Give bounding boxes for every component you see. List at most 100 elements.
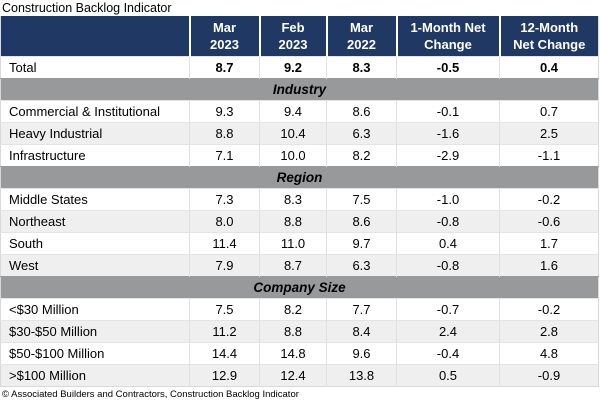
table-row: Heavy Industrial 8.8 10.4 6.3 -1.6 2.5: [0, 122, 599, 145]
cell-value: 2.5: [499, 122, 599, 145]
table-row: Total 8.7 9.2 8.3 -0.5 0.4: [0, 56, 599, 79]
row-label: Commercial & Institutional: [0, 100, 190, 123]
table-row: Middle States 7.3 8.3 7.5 -1.0 -0.2: [0, 188, 599, 211]
column-header: 1-Month Net Change: [395, 16, 500, 57]
cell-value: 0.4: [499, 56, 599, 79]
table-row: Northeast 8.0 8.8 8.6 -0.8 -0.6: [0, 210, 599, 233]
cell-value: 8.7: [189, 56, 260, 79]
row-label: Infrastructure: [0, 144, 190, 167]
table-row: >$100 Million 12.9 12.4 13.8 0.5 -0.9: [0, 364, 599, 387]
page-title: Construction Backlog Indicator: [2, 1, 172, 15]
row-label: Northeast: [0, 210, 190, 233]
row-label: West: [0, 254, 190, 277]
cell-value: 7.1: [189, 144, 260, 167]
cell-value: 8.0: [189, 210, 260, 233]
column-header: Feb 2023: [258, 16, 327, 57]
cell-value: -0.8: [396, 254, 500, 277]
cell-value: 0.5: [396, 364, 500, 387]
cell-value: -0.4: [396, 342, 500, 365]
cell-value: 0.4: [396, 232, 500, 255]
header-row: Mar 2023 Feb 2023 Mar 2022 1-Month Net Change 12…: [0, 16, 599, 57]
cell-value: 8.8: [259, 320, 327, 343]
cell-value: 11.0: [259, 232, 327, 255]
cell-value: 13.8: [326, 364, 397, 387]
section-title: Company Size: [0, 276, 599, 299]
cell-value: -0.7: [396, 298, 500, 321]
cell-value: 11.4: [189, 232, 260, 255]
cell-value: -0.1: [396, 100, 500, 123]
row-label: $50-$100 Million: [0, 342, 190, 365]
cell-value: 10.0: [259, 144, 327, 167]
cell-value: 8.3: [259, 188, 327, 211]
cell-value: 2.4: [396, 320, 500, 343]
section-band-row: Industry: [0, 78, 599, 101]
table-row: West 7.9 8.7 6.3 -0.8 1.6: [0, 254, 599, 277]
cell-value: 7.5: [189, 298, 260, 321]
cell-value: 7.5: [326, 188, 397, 211]
cell-value: -0.2: [499, 298, 599, 321]
cell-value: 6.3: [326, 254, 397, 277]
table-row: Infrastructure 7.1 10.0 8.2 -2.9 -1.1: [0, 144, 599, 167]
cell-value: -1.1: [499, 144, 599, 167]
cell-value: -0.9: [499, 364, 599, 387]
column-header: Mar 2023: [188, 16, 260, 57]
cell-value: 9.6: [326, 342, 397, 365]
row-label: <$30 Million: [0, 298, 190, 321]
cell-value: 8.2: [259, 298, 327, 321]
cell-value: 8.2: [326, 144, 397, 167]
section-band-row: Company Size: [0, 276, 599, 299]
table-row: $50-$100 Million 14.4 14.8 9.6 -0.4 4.8: [0, 342, 599, 365]
cell-value: 9.3: [189, 100, 260, 123]
cell-value: -0.5: [396, 56, 500, 79]
column-header: Mar 2022: [325, 16, 397, 57]
cell-value: -0.2: [499, 188, 599, 211]
cell-value: -2.9: [396, 144, 500, 167]
table-header: Mar 2023 Feb 2023 Mar 2022 1-Month Net Change 12…: [0, 16, 599, 57]
cell-value: 10.4: [259, 122, 327, 145]
row-label: South: [0, 232, 190, 255]
cell-value: 8.6: [326, 100, 397, 123]
row-label: Total: [0, 56, 190, 79]
table-row: <$30 Million 7.5 8.2 7.7 -0.7 -0.2: [0, 298, 599, 321]
cell-value: 7.9: [189, 254, 260, 277]
cell-value: 11.2: [189, 320, 260, 343]
row-label: Heavy Industrial: [0, 122, 190, 145]
cell-value: -0.6: [499, 210, 599, 233]
cell-value: 6.3: [326, 122, 397, 145]
cell-value: 2.8: [499, 320, 599, 343]
cell-value: 12.4: [259, 364, 327, 387]
row-label: Middle States: [0, 188, 190, 211]
row-label: $30-$50 Million: [0, 320, 190, 343]
cell-value: -1.6: [396, 122, 500, 145]
cell-value: 8.8: [259, 210, 327, 233]
cell-value: 14.8: [259, 342, 327, 365]
row-label: >$100 Million: [0, 364, 190, 387]
cell-value: 4.8: [499, 342, 599, 365]
table-body: Total 8.7 9.2 8.3 -0.5 0.4 Industry Commercial …: [0, 56, 599, 387]
cell-value: 9.2: [259, 56, 327, 79]
cell-value: 7.7: [326, 298, 397, 321]
table-row: South 11.4 11.0 9.7 0.4 1.7: [0, 232, 599, 255]
cell-value: 9.7: [326, 232, 397, 255]
cell-value: 9.4: [259, 100, 327, 123]
cell-value: 0.7: [499, 100, 599, 123]
cell-value: -1.0: [396, 188, 500, 211]
column-header: 12-Month Net Change: [498, 16, 599, 57]
table-row: $30-$50 Million 11.2 8.8 8.4 2.4 2.8: [0, 320, 599, 343]
cell-value: 8.8: [189, 122, 260, 145]
cell-value: 7.3: [189, 188, 260, 211]
section-title: Region: [0, 166, 599, 189]
cell-value: 1.6: [499, 254, 599, 277]
cell-value: 1.7: [499, 232, 599, 255]
cell-value: 12.9: [189, 364, 260, 387]
section-band-row: Region: [0, 166, 599, 189]
cell-value: 8.6: [326, 210, 397, 233]
cell-value: 8.4: [326, 320, 397, 343]
cell-value: 8.7: [259, 254, 327, 277]
copyright-note: © Associated Builders and Contractors, C…: [2, 389, 299, 400]
backlog-table: Mar 2023 Feb 2023 Mar 2022 1-Month Net Change 12…: [0, 16, 599, 387]
row-label-header: [0, 16, 190, 57]
section-title: Industry: [0, 78, 599, 101]
cell-value: -0.8: [396, 210, 500, 233]
